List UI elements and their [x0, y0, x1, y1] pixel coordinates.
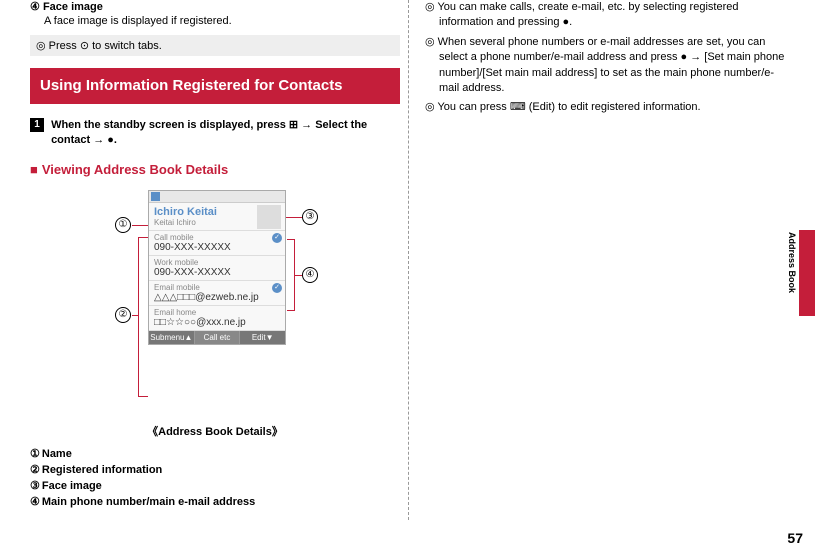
- face-image-num: ④: [30, 1, 40, 13]
- row-label: Work mobile: [154, 258, 280, 267]
- square-bullet: ■: [30, 162, 38, 177]
- note-text: Press ⊙ to switch tabs.: [49, 40, 162, 52]
- callout-2-bracket: [138, 237, 148, 397]
- callout-3: ③: [302, 209, 318, 225]
- phone-mock: Ichiro Keitai Keitai Ichiro Call mobile0…: [148, 190, 286, 345]
- main-check-icon: ✓: [272, 283, 282, 293]
- page-number: 57: [787, 530, 803, 546]
- side-section-label: Address Book: [787, 232, 797, 293]
- section-banner: Using Information Registered for Contact…: [30, 68, 400, 104]
- face-image-title: Face image: [43, 1, 103, 13]
- tab-switch-note: ◎ Press ⊙ to switch tabs.: [30, 35, 400, 56]
- contact-icon: [151, 192, 160, 201]
- face-image-desc: A face image is displayed if registered.: [44, 15, 400, 27]
- softkey-submenu[interactable]: Submenu▲: [149, 331, 195, 344]
- legend-num: ①: [30, 447, 40, 460]
- callout-4-bracket: [287, 239, 295, 311]
- legend-num: ④: [30, 495, 40, 508]
- step-text: When the standby screen is displayed, pr…: [51, 118, 391, 149]
- phone-row: Work mobile090-XXX-XXXXX: [149, 256, 285, 281]
- sub-heading: ■ Viewing Address Book Details: [30, 162, 400, 177]
- right-notes: ◎ You can make calls, create e-mail, etc…: [425, 0, 785, 116]
- callout-4: ④: [302, 267, 318, 283]
- right-column: ◎ You can make calls, create e-mail, etc…: [425, 0, 785, 120]
- sub-heading-text: Viewing Address Book Details: [42, 162, 228, 177]
- contact-name-row: Ichiro Keitai Keitai Ichiro: [149, 203, 285, 231]
- phone-rows: Call mobile090-XXX-XXXXX✓Work mobile090-…: [149, 231, 285, 331]
- phone-row: Email home□□☆☆○○@xxx.ne.jp: [149, 306, 285, 331]
- face-image-box: [257, 205, 281, 229]
- row-value: 090-XXX-XXXXX: [154, 242, 280, 253]
- legend-item: ④Main phone number/main e-mail address: [30, 495, 400, 508]
- step-number: 1: [30, 118, 44, 132]
- legend-text: Main phone number/main e-mail address: [42, 496, 255, 508]
- row-value: □□☆☆○○@xxx.ne.jp: [154, 317, 280, 328]
- softkey-call[interactable]: Call etc: [195, 331, 241, 344]
- legend-text: Face image: [42, 480, 102, 492]
- callout-2-line: [132, 315, 138, 316]
- note-item: ◎ You can make calls, create e-mail, etc…: [425, 0, 785, 31]
- main-check-icon: ✓: [272, 233, 282, 243]
- phone-softkeys: Submenu▲ Call etc Edit▼: [149, 331, 285, 344]
- softkey-edit[interactable]: Edit▼: [240, 331, 285, 344]
- legend-list: ①Name②Registered information③Face image④…: [30, 447, 400, 508]
- legend-item: ③Face image: [30, 479, 400, 492]
- face-image-label: ④ Face image: [30, 0, 400, 13]
- phone-diagram: ① ② ③ ④ Ichiro Keitai Keitai Ichiro Call…: [30, 187, 400, 417]
- legend-text: Name: [42, 448, 72, 460]
- legend-item: ①Name: [30, 447, 400, 460]
- phone-statusbar: [149, 191, 285, 203]
- phone-row: Email mobile△△△□□□@ezweb.ne.jp✓: [149, 281, 285, 306]
- row-value: △△△□□□@ezweb.ne.jp: [154, 292, 280, 303]
- legend-item: ②Registered information: [30, 463, 400, 476]
- legend-num: ②: [30, 463, 40, 476]
- row-value: 090-XXX-XXXXX: [154, 267, 280, 278]
- column-divider: [408, 0, 409, 520]
- callout-4-line: [295, 275, 302, 276]
- row-label: Email mobile: [154, 283, 280, 292]
- side-red-tab: [799, 230, 815, 316]
- legend-text: Registered information: [42, 464, 162, 476]
- callout-2: ②: [115, 307, 131, 323]
- row-label: Email home: [154, 308, 280, 317]
- phone-row: Call mobile090-XXX-XXXXX✓: [149, 231, 285, 256]
- row-label: Call mobile: [154, 233, 280, 242]
- note-item: ◎ You can press ⌨ (Edit) to edit registe…: [425, 100, 785, 115]
- diagram-caption: 《Address Book Details》: [30, 423, 400, 439]
- callout-1: ①: [115, 217, 131, 233]
- note-item: ◎ When several phone numbers or e-mail a…: [425, 35, 785, 97]
- legend-num: ③: [30, 479, 40, 492]
- step-1: 1 When the standby screen is displayed, …: [30, 118, 400, 149]
- left-column: ④ Face image A face image is displayed i…: [30, 0, 400, 511]
- note-bullet: ◎: [36, 40, 46, 52]
